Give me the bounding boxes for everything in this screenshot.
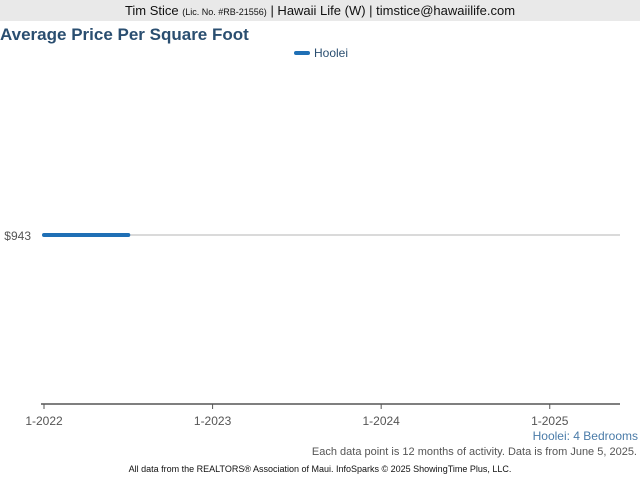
y-tick-label: $943 — [4, 229, 31, 243]
legend-swatch-hoolei — [294, 51, 310, 55]
x-tick-label: 1-2022 — [25, 414, 63, 428]
agent-contact: | Hawaii Life (W) | timstice@hawaiilife.… — [270, 3, 516, 18]
chart-subtitle: Hoolei: 4 Bedrooms — [532, 429, 638, 443]
agent-license: (Lic. No. #RB-21556) — [182, 7, 267, 17]
x-tick-label: 1-2025 — [531, 414, 569, 428]
data-footnote: Each data point is 12 months of activity… — [311, 446, 637, 458]
chart-legend: Hoolei — [294, 46, 348, 60]
x-tick-label: 1-2023 — [194, 414, 232, 428]
data-source: All data from the REALTORS® Association … — [128, 464, 512, 474]
chart-title: Average Price Per Square Foot — [0, 25, 249, 44]
agent-header-bar: Tim Stice (Lic. No. #RB-21556) | Hawaii … — [0, 0, 640, 21]
legend-label-hoolei: Hoolei — [314, 46, 349, 60]
agent-name: Tim Stice — [124, 3, 179, 18]
x-tick-label: 1-2024 — [362, 414, 400, 428]
axis-layer: $943 1-2022 1-2023 1-2024 1-2025 — [4, 229, 620, 428]
